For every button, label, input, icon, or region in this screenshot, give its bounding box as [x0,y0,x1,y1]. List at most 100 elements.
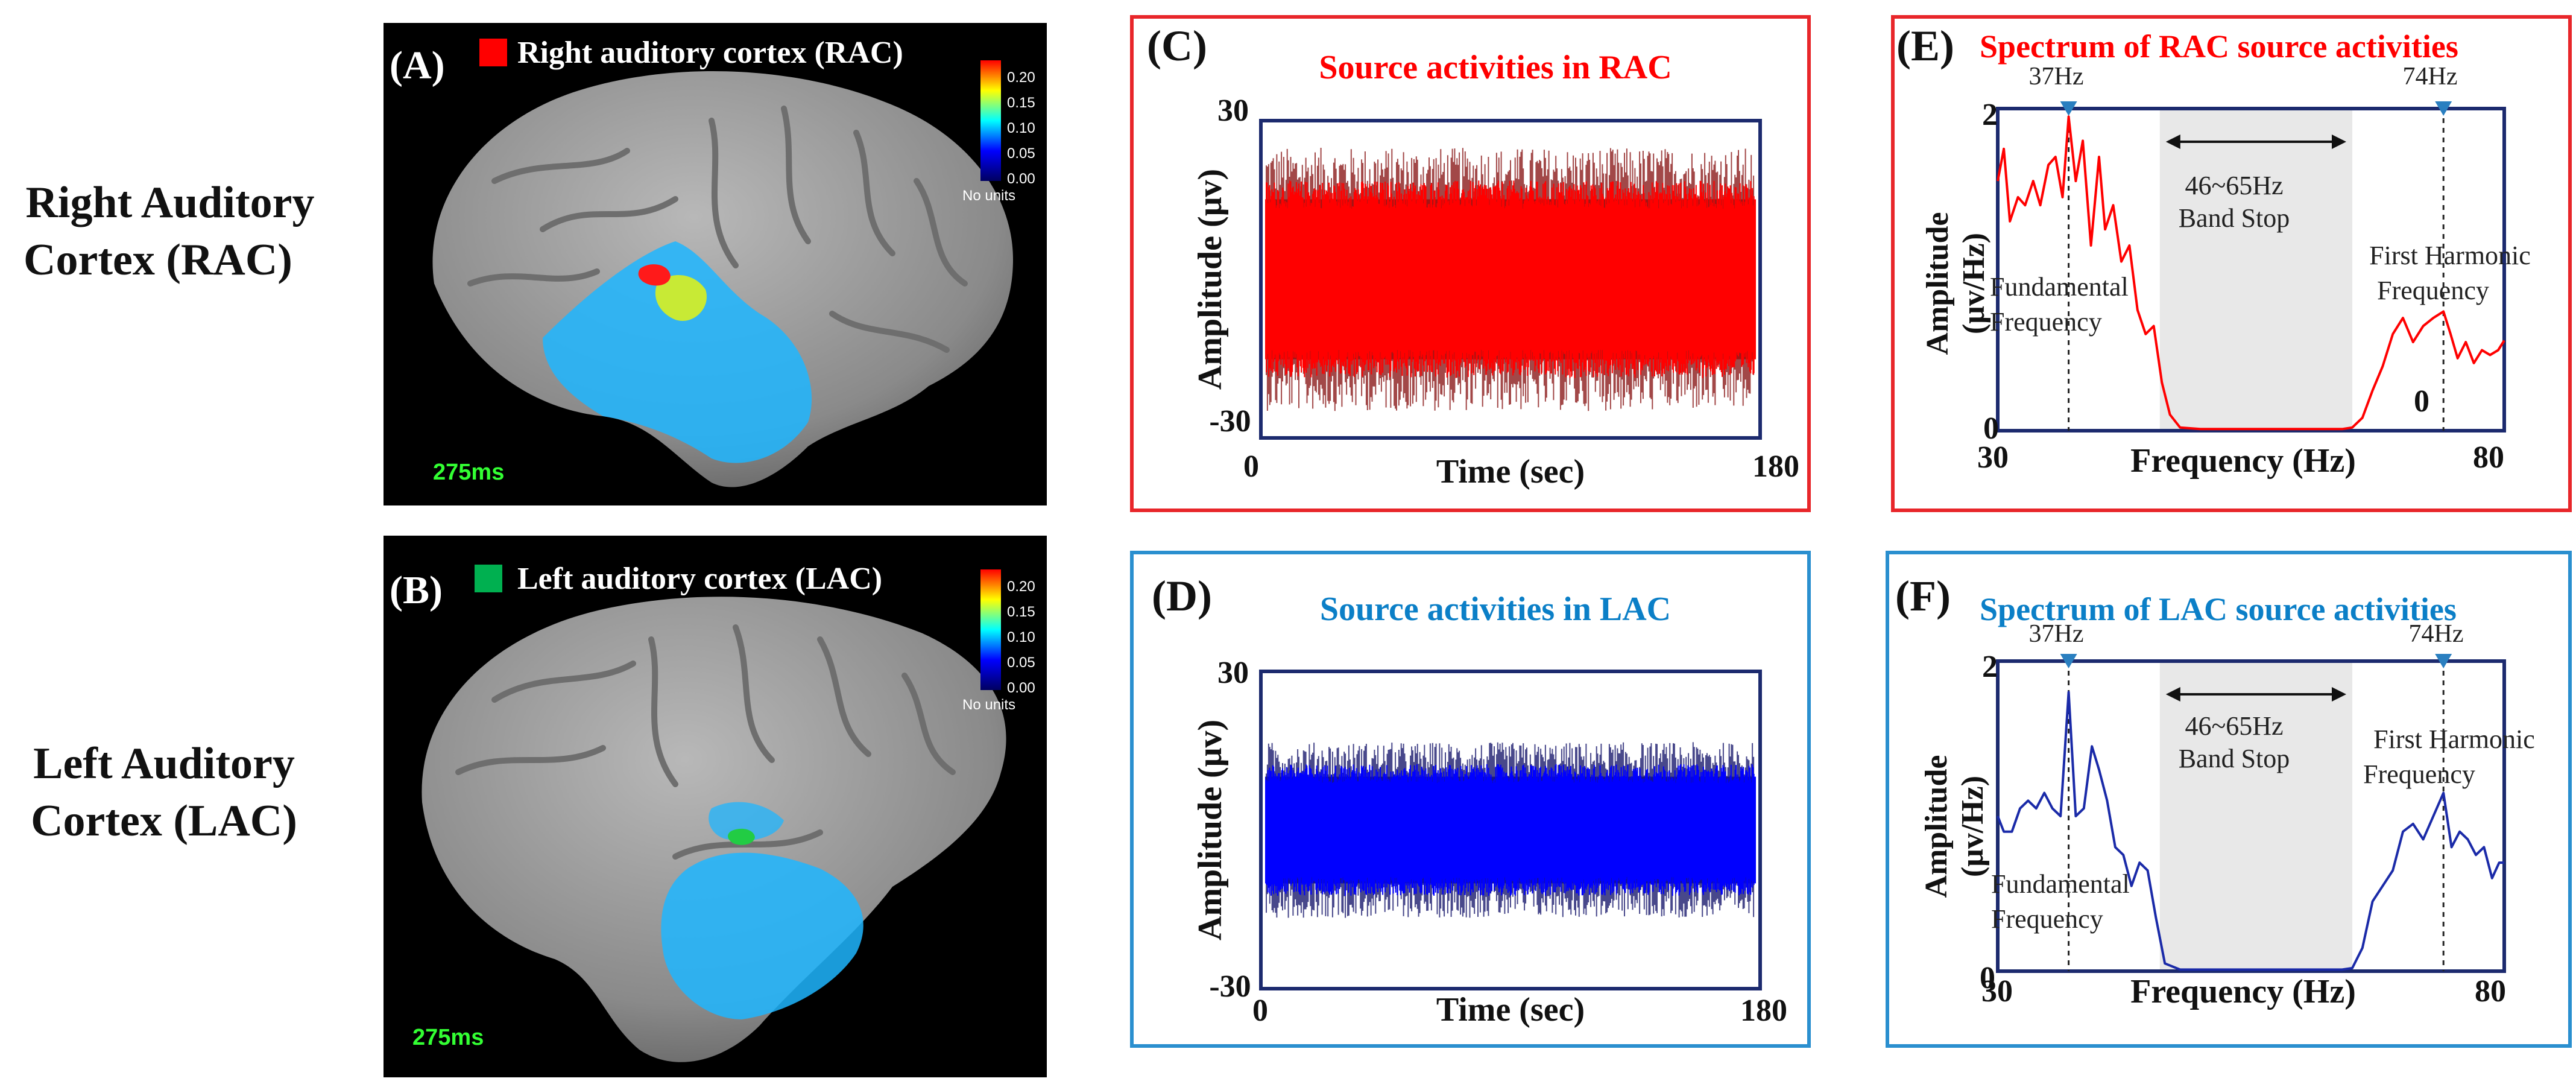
panel-e-xtick-left: 30 [1977,440,2009,475]
panel-c-signal [1265,148,1756,411]
row-label-lac-line2: Cortex (LAC) [31,796,297,846]
panel-f-band-range: 46~65Hz [2185,711,2283,741]
panel-a-colorbar-tick-4: 0.00 [1007,171,1035,187]
panel-b-colorbar-tick-3: 0.05 [1007,654,1035,671]
row-label-lac: Left Auditory Cortex (LAC) [31,739,297,846]
panel-f-fundamental-hz: 37Hz [2029,620,2084,648]
specE-band-arrow-left [2165,135,2180,149]
panel-e-ylabel-line1: Amplitude [1921,212,1955,355]
panel-c-xlabel: Time (sec) [1436,453,1585,490]
panel-b-gyri [455,624,956,860]
panel-b-legend-label: Left auditory cortex (LAC) [517,562,882,596]
panel-f-letter: (F) [1895,572,1951,620]
specF-band-arrow-right [2332,687,2346,702]
panel-f-fundamental-line2: Frequency [1991,904,2103,934]
panel-d-ytick-bottom: -30 [1209,969,1251,1004]
specE-band-stop-region [2159,110,2352,429]
specF-line [1997,691,2504,971]
specF-band-arrow-left [2165,687,2180,702]
panel-e-spectrum [1996,101,2506,433]
panel-f-xlabel: Frequency (Hz) [2130,973,2356,1010]
panel-a-gyri [467,106,968,353]
panel-d-xtick-left: 0 [1252,993,1268,1028]
specE-band-arrow-right [2332,135,2346,149]
panel-e-harmonic-hz: 74Hz [2403,63,2458,90]
panel-e-harmonic-line2: Frequency [2377,276,2489,305]
panel-a-colorbar-tick-2: 0.10 [1007,120,1035,136]
panel-f-harmonic-line2: Frequency [2363,759,2475,789]
panel-b-brain-view: (B) Left auditory cortex (LAC) 275ms 0.2… [384,536,1047,1077]
panel-b-colorbar: 0.20 0.15 0.10 0.05 0.00 No units [962,569,1035,713]
panel-e-ytick-top: 2 [1982,98,1998,132]
panel-b-colorbar-tick-4: 0.00 [1007,680,1035,696]
row-label-rac-line1: Right Auditory [25,178,314,227]
panel-e-band-label: Band Stop [2179,203,2290,233]
panel-e-ytick-bottom: 0 [1983,411,1999,446]
panel-f-ytick-bottom: 0 [1980,961,1995,995]
panel-c-xtick-right: 180 [1752,449,1799,484]
panel-f-ylabel-line1: Amplitude [1919,755,1954,898]
panel-d-letter: (D) [1152,572,1212,620]
panel-e-frame [1891,15,2572,512]
panel-f-frame [1886,551,2572,1048]
panel-a-activation-blue [543,241,812,463]
panel-d-ylabel: Amplitude (μv) [1192,720,1229,940]
panel-f: (F) Spectrum of LAC source activities 2 … [1886,551,2572,1048]
panel-c-frame [1130,15,1811,512]
panel-b-legend-swatch [475,565,502,592]
specF-marker-triangle-0 [2060,654,2077,668]
panel-e-xtick-right: 80 [2473,440,2504,475]
panel-c-ylabel: Amplitude (μv) [1192,169,1229,390]
panel-e-xlabel: Frequency (Hz) [2130,442,2356,480]
panel-f-ylabel-line2: (μv/Hz) [1956,776,1990,877]
panel-a-colorbar-tick-3: 0.05 [1007,145,1035,162]
panel-f-title: Spectrum of LAC source activities [1980,591,2457,627]
panel-b-lac-region [728,828,755,845]
panel-a-colorbar-bar [980,60,1001,181]
specF-band-stop-region [2159,663,2352,969]
panel-c: (C) Source activities in RAC 30 -30 0 18… [1130,15,1811,512]
panel-c-letter: (C) [1147,22,1207,70]
panel-a-rac-region [638,264,671,286]
row-label-rac: Right Auditory Cortex (RAC) [24,178,314,285]
specE-line [1997,115,2505,431]
panel-e-fundamental-line1: Fundamental [1990,272,2129,302]
panel-b-colorbar-tick-2: 0.10 [1007,629,1035,645]
sigC-trace [1266,180,1755,378]
panel-a-activation-yellow [655,275,707,321]
panel-f-harmonic-hz: 74Hz [2409,620,2464,648]
panel-e-harmonic-line1: First Harmonic [2369,241,2531,270]
panel-a-legend-label: Right auditory cortex (RAC) [517,36,903,70]
panel-d-title: Source activities in LAC [1320,591,1671,628]
panel-b-colorbar-bar [980,569,1001,690]
panel-e-band-range: 46~65Hz [2185,171,2283,200]
panel-d-xlabel: Time (sec) [1436,991,1585,1028]
panel-f-fundamental-line1: Fundamental [1991,869,2130,899]
row-label-lac-line1: Left Auditory [33,739,295,788]
specF-marker-triangle-1 [2435,654,2452,668]
panel-b-activation-cyan [709,802,784,841]
panel-f-harmonic-line1: First Harmonic [2373,724,2535,754]
panel-d-frame [1130,551,1811,1048]
panel-b-colorbar-tick-0: 0.20 [1007,578,1035,595]
panel-f-band-label: Band Stop [2179,744,2290,773]
panel-b-time-label: 275ms [412,1025,484,1050]
specE-marker-triangle-1 [2435,101,2452,116]
panel-e-fundamental-line2: Frequency [1990,307,2102,337]
panel-f-spectrum [1996,654,2506,973]
panel-e-title: Spectrum of RAC source activities [1980,28,2458,65]
panel-c-ytick-top: 30 [1217,93,1249,128]
panel-d-signal [1265,742,1756,918]
panel-c-title: Source activities in RAC [1319,49,1672,86]
panel-f-ytick-top: 2 [1982,650,1998,684]
sigD-trace [1266,764,1755,896]
panel-d-ytick-top: 30 [1217,656,1249,690]
panel-a-colorbar-units: No units [962,188,1015,204]
panel-a-letter: (A) [390,43,445,87]
panel-e-ylabel-line2: (μv/Hz) [1957,233,1991,334]
panel-a-colorbar-tick-1: 0.15 [1007,95,1035,111]
panel-a-colorbar-tick-0: 0.20 [1007,69,1035,86]
panel-c-xtick-left: 0 [1243,449,1259,484]
row-label-rac-line2: Cortex (RAC) [24,235,292,285]
